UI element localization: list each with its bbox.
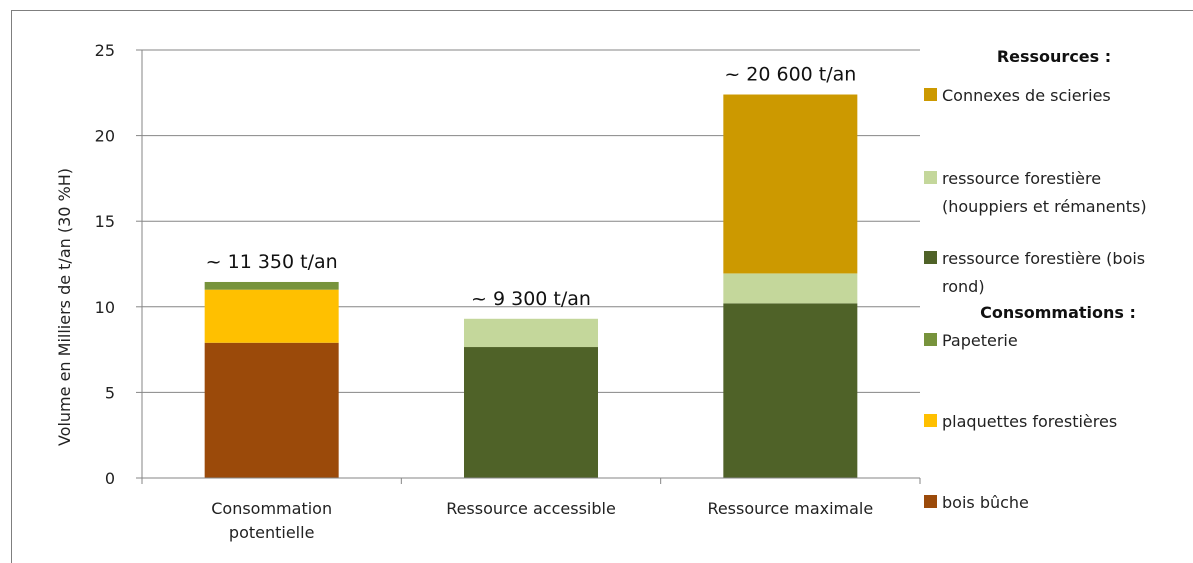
y-tick-label: 5 [105,383,115,402]
legend-label: Connexes de scieries [942,86,1111,105]
axes: 0 5 10 15 20 25 Consommation potentielle Ressour… [95,41,921,542]
y-tick-label: 25 [95,41,115,60]
legend-label: (houppiers et rémanents) [942,197,1147,216]
bar-segment [723,273,858,304]
y-tick-label: 15 [95,212,115,231]
bar-total-label: ~ 11 350 t/an [206,251,338,273]
legend-label: bois bûche [942,493,1029,512]
legend-swatch [924,88,937,101]
legend-title-resources: Ressources : [997,47,1111,66]
bar-segment [464,318,598,348]
x-category-label: Ressource accessible [446,499,616,518]
x-category-label: Ressource maximale [707,499,873,518]
bar-total-label: ~ 20 600 t/an [724,64,856,86]
y-tick-label: 10 [95,298,115,317]
legend-label: rond) [942,277,985,296]
legend-swatch [924,495,937,508]
x-category-label: potentielle [229,523,315,542]
chart-frame [11,10,1193,563]
legend-title-consumptions: Consommations : [980,303,1136,322]
bar-total-label: ~ 9 300 t/an [471,288,591,310]
bars [204,94,858,478]
y-tick-label: 20 [95,127,115,146]
legend-swatch [924,251,937,264]
legend-swatch [924,333,937,346]
legend-label: plaquettes forestières [942,412,1117,431]
legend: Ressources : Consommations : Connexes de s… [924,47,1147,512]
bar-segment [464,347,598,478]
bar-segment [723,94,858,274]
bar-total-annotations: ~ 11 350 t/an ~ 9 300 t/an ~ 20 600 t/an [206,64,857,310]
legend-swatch [924,171,937,184]
bar-segment [204,281,339,290]
legend-label: ressource forestière (bois [942,249,1145,268]
x-category-label: Consommation [211,499,332,518]
legend-label: ressource forestière [942,169,1101,188]
bar-segment [723,303,858,478]
legend-swatch [924,414,937,427]
y-tick-label: 0 [105,469,115,488]
legend-label: Papeterie [942,331,1018,350]
bar-segment [204,289,339,343]
bar-segment [204,342,339,478]
y-axis-label: Volume en Milliers de t/an (30 %H) [55,168,74,446]
